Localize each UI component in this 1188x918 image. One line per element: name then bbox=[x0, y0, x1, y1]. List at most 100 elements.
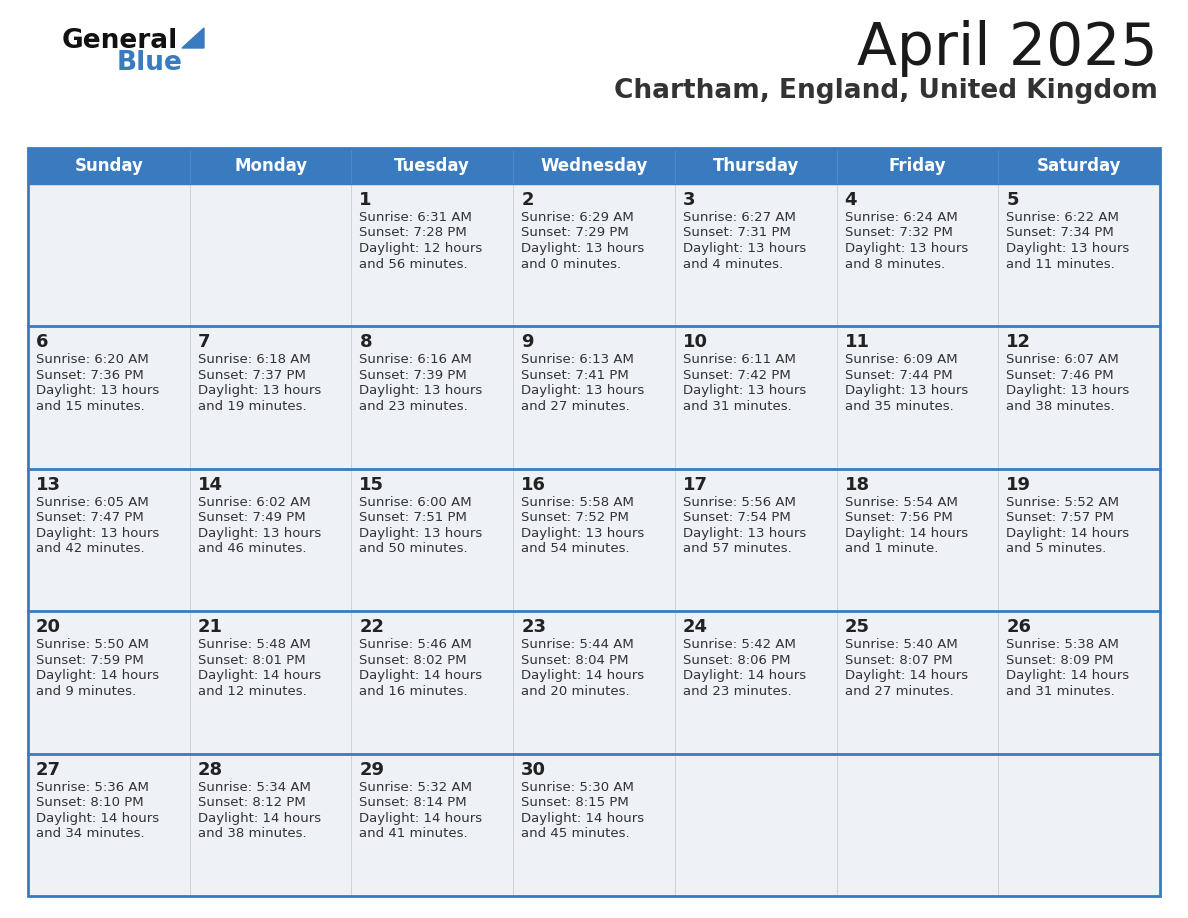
Text: Sunset: 7:39 PM: Sunset: 7:39 PM bbox=[360, 369, 467, 382]
Text: Sunset: 7:56 PM: Sunset: 7:56 PM bbox=[845, 511, 953, 524]
Text: Sunrise: 6:31 AM: Sunrise: 6:31 AM bbox=[360, 211, 473, 224]
Text: and 4 minutes.: and 4 minutes. bbox=[683, 258, 783, 271]
Bar bbox=[675, 327, 836, 469]
Text: Sunset: 7:36 PM: Sunset: 7:36 PM bbox=[36, 369, 144, 382]
Text: and 35 minutes.: and 35 minutes. bbox=[845, 400, 953, 413]
Bar bbox=[190, 611, 352, 754]
Text: Sunrise: 5:58 AM: Sunrise: 5:58 AM bbox=[522, 496, 634, 509]
Text: 6: 6 bbox=[36, 333, 49, 352]
Text: Daylight: 14 hours: Daylight: 14 hours bbox=[36, 669, 159, 682]
Text: Sunrise: 6:24 AM: Sunrise: 6:24 AM bbox=[845, 211, 958, 224]
Text: Sunrise: 5:56 AM: Sunrise: 5:56 AM bbox=[683, 496, 796, 509]
Bar bbox=[352, 469, 513, 611]
Text: 28: 28 bbox=[197, 761, 223, 778]
Bar bbox=[836, 327, 998, 469]
Bar bbox=[513, 148, 675, 184]
Text: and 41 minutes.: and 41 minutes. bbox=[360, 827, 468, 840]
Text: Daylight: 13 hours: Daylight: 13 hours bbox=[360, 527, 482, 540]
Text: 10: 10 bbox=[683, 333, 708, 352]
Bar bbox=[352, 611, 513, 754]
Text: and 27 minutes.: and 27 minutes. bbox=[845, 685, 953, 698]
Text: Sunset: 7:34 PM: Sunset: 7:34 PM bbox=[1006, 227, 1114, 240]
Text: Daylight: 14 hours: Daylight: 14 hours bbox=[197, 812, 321, 824]
Text: Sunrise: 5:36 AM: Sunrise: 5:36 AM bbox=[36, 780, 148, 793]
Text: Sunset: 8:07 PM: Sunset: 8:07 PM bbox=[845, 654, 953, 666]
Text: Daylight: 13 hours: Daylight: 13 hours bbox=[197, 385, 321, 397]
Text: Friday: Friday bbox=[889, 157, 946, 175]
Bar bbox=[29, 148, 1159, 896]
Text: Sunset: 8:09 PM: Sunset: 8:09 PM bbox=[1006, 654, 1114, 666]
Bar bbox=[513, 754, 675, 896]
Bar bbox=[513, 327, 675, 469]
Text: Sunrise: 6:20 AM: Sunrise: 6:20 AM bbox=[36, 353, 148, 366]
Text: Saturday: Saturday bbox=[1037, 157, 1121, 175]
Text: Sunrise: 5:30 AM: Sunrise: 5:30 AM bbox=[522, 780, 634, 793]
Text: Sunset: 7:51 PM: Sunset: 7:51 PM bbox=[360, 511, 467, 524]
Bar bbox=[836, 148, 998, 184]
Text: and 31 minutes.: and 31 minutes. bbox=[1006, 685, 1116, 698]
Bar bbox=[190, 148, 352, 184]
Text: Sunrise: 6:22 AM: Sunrise: 6:22 AM bbox=[1006, 211, 1119, 224]
Bar bbox=[836, 754, 998, 896]
Text: Sunrise: 5:42 AM: Sunrise: 5:42 AM bbox=[683, 638, 796, 651]
Bar bbox=[29, 184, 190, 327]
Bar bbox=[513, 184, 675, 327]
Text: Sunset: 7:31 PM: Sunset: 7:31 PM bbox=[683, 227, 791, 240]
Text: Sunrise: 5:44 AM: Sunrise: 5:44 AM bbox=[522, 638, 634, 651]
Text: and 23 minutes.: and 23 minutes. bbox=[683, 685, 791, 698]
Text: Sunset: 7:29 PM: Sunset: 7:29 PM bbox=[522, 227, 628, 240]
Text: 23: 23 bbox=[522, 618, 546, 636]
Text: and 23 minutes.: and 23 minutes. bbox=[360, 400, 468, 413]
Text: Daylight: 13 hours: Daylight: 13 hours bbox=[683, 527, 807, 540]
Bar bbox=[29, 754, 190, 896]
Text: 17: 17 bbox=[683, 476, 708, 494]
Text: Daylight: 13 hours: Daylight: 13 hours bbox=[845, 242, 968, 255]
Text: Sunrise: 6:02 AM: Sunrise: 6:02 AM bbox=[197, 496, 310, 509]
Bar bbox=[998, 148, 1159, 184]
Text: Sunset: 8:15 PM: Sunset: 8:15 PM bbox=[522, 796, 628, 809]
Text: Daylight: 14 hours: Daylight: 14 hours bbox=[845, 527, 968, 540]
Text: Blue: Blue bbox=[116, 50, 183, 76]
Text: Daylight: 13 hours: Daylight: 13 hours bbox=[845, 385, 968, 397]
Text: Daylight: 13 hours: Daylight: 13 hours bbox=[360, 385, 482, 397]
Text: Daylight: 14 hours: Daylight: 14 hours bbox=[197, 669, 321, 682]
Text: 29: 29 bbox=[360, 761, 385, 778]
Text: 30: 30 bbox=[522, 761, 546, 778]
Text: and 1 minute.: and 1 minute. bbox=[845, 543, 939, 555]
Text: Sunrise: 6:09 AM: Sunrise: 6:09 AM bbox=[845, 353, 958, 366]
Text: 14: 14 bbox=[197, 476, 222, 494]
Text: Sunset: 7:57 PM: Sunset: 7:57 PM bbox=[1006, 511, 1114, 524]
Text: and 50 minutes.: and 50 minutes. bbox=[360, 543, 468, 555]
Text: Sunrise: 5:32 AM: Sunrise: 5:32 AM bbox=[360, 780, 473, 793]
Text: Sunset: 7:32 PM: Sunset: 7:32 PM bbox=[845, 227, 953, 240]
Text: 15: 15 bbox=[360, 476, 385, 494]
Text: and 5 minutes.: and 5 minutes. bbox=[1006, 543, 1106, 555]
Polygon shape bbox=[182, 28, 204, 48]
Text: and 31 minutes.: and 31 minutes. bbox=[683, 400, 791, 413]
Text: and 11 minutes.: and 11 minutes. bbox=[1006, 258, 1116, 271]
Text: Sunset: 7:44 PM: Sunset: 7:44 PM bbox=[845, 369, 953, 382]
Text: and 8 minutes.: and 8 minutes. bbox=[845, 258, 944, 271]
Text: Sunset: 8:04 PM: Sunset: 8:04 PM bbox=[522, 654, 628, 666]
Text: and 56 minutes.: and 56 minutes. bbox=[360, 258, 468, 271]
Text: Sunrise: 6:16 AM: Sunrise: 6:16 AM bbox=[360, 353, 472, 366]
Text: Daylight: 14 hours: Daylight: 14 hours bbox=[683, 669, 805, 682]
Text: Sunset: 8:10 PM: Sunset: 8:10 PM bbox=[36, 796, 144, 809]
Text: Daylight: 13 hours: Daylight: 13 hours bbox=[1006, 385, 1130, 397]
Text: Sunset: 7:41 PM: Sunset: 7:41 PM bbox=[522, 369, 628, 382]
Text: and 42 minutes.: and 42 minutes. bbox=[36, 543, 145, 555]
Text: Daylight: 13 hours: Daylight: 13 hours bbox=[522, 527, 644, 540]
Text: Daylight: 13 hours: Daylight: 13 hours bbox=[36, 527, 159, 540]
Text: Daylight: 13 hours: Daylight: 13 hours bbox=[1006, 242, 1130, 255]
Text: Daylight: 12 hours: Daylight: 12 hours bbox=[360, 242, 482, 255]
Text: Sunday: Sunday bbox=[75, 157, 144, 175]
Bar bbox=[513, 611, 675, 754]
Text: Sunrise: 5:46 AM: Sunrise: 5:46 AM bbox=[360, 638, 472, 651]
Text: 1: 1 bbox=[360, 191, 372, 209]
Bar bbox=[352, 754, 513, 896]
Bar bbox=[29, 469, 190, 611]
Text: 13: 13 bbox=[36, 476, 61, 494]
Text: 8: 8 bbox=[360, 333, 372, 352]
Text: Sunrise: 6:13 AM: Sunrise: 6:13 AM bbox=[522, 353, 634, 366]
Text: Sunset: 7:46 PM: Sunset: 7:46 PM bbox=[1006, 369, 1114, 382]
